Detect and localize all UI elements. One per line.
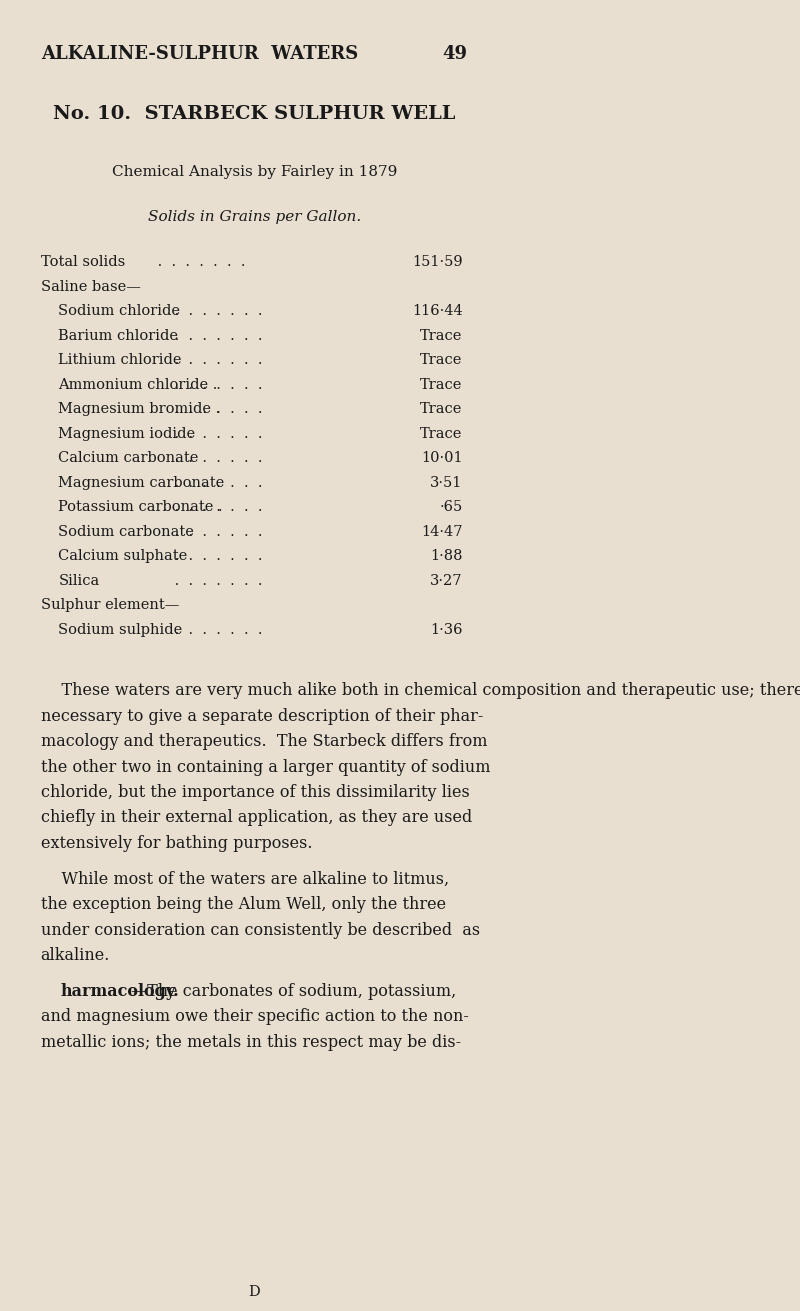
Text: Sodium chloride: Sodium chloride: [58, 304, 181, 319]
Text: 151·59: 151·59: [412, 256, 462, 269]
Text: 10·01: 10·01: [421, 451, 462, 465]
Text: ·65: ·65: [439, 499, 462, 514]
Text: Sodium carbonate: Sodium carbonate: [58, 524, 194, 539]
Text: Ammonium chloride .: Ammonium chloride .: [58, 378, 218, 392]
Text: Trace: Trace: [420, 329, 462, 342]
Text: 1·36: 1·36: [430, 623, 462, 637]
Text: 14·47: 14·47: [421, 524, 462, 539]
Text: .  .  .  .  .  .  .: . . . . . . .: [170, 402, 263, 416]
Text: ALKALINE-SULPHUR  WATERS: ALKALINE-SULPHUR WATERS: [41, 45, 358, 63]
Text: .  .  .  .  .  .  .: . . . . . . .: [170, 623, 263, 637]
Text: Trace: Trace: [420, 402, 462, 416]
Text: D: D: [248, 1285, 260, 1299]
Text: .  .  .  .  .  .  .: . . . . . . .: [170, 304, 263, 319]
Text: Magnesium carbonate: Magnesium carbonate: [58, 476, 225, 489]
Text: 1·88: 1·88: [430, 549, 462, 562]
Text: Lithium chloride: Lithium chloride: [58, 353, 182, 367]
Text: These waters are very much alike both in chemical composition and therapeutic us: These waters are very much alike both in…: [41, 682, 800, 699]
Text: Silica: Silica: [58, 573, 100, 587]
Text: chloride, but the importance of this dissimilarity lies: chloride, but the importance of this dis…: [41, 784, 470, 801]
Text: harmacology.: harmacology.: [61, 982, 180, 999]
Text: Trace: Trace: [420, 426, 462, 440]
Text: Magnesium iodide: Magnesium iodide: [58, 426, 195, 440]
Text: .  .  .  .  .  .  .: . . . . . . .: [170, 329, 263, 342]
Text: While most of the waters are alkaline to litmus,: While most of the waters are alkaline to…: [41, 871, 449, 888]
Text: necessary to give a separate description of their phar-: necessary to give a separate description…: [41, 708, 483, 725]
Text: and magnesium owe their specific action to the non-: and magnesium owe their specific action …: [41, 1008, 469, 1025]
Text: Trace: Trace: [420, 353, 462, 367]
Text: chiefly in their external application, as they are used: chiefly in their external application, a…: [41, 809, 472, 826]
Text: Sulphur element—: Sulphur element—: [41, 598, 179, 612]
Text: Saline base—: Saline base—: [41, 279, 141, 294]
Text: .  .  .  .  .  .  .: . . . . . . .: [170, 499, 263, 514]
Text: Calcium carbonate: Calcium carbonate: [58, 451, 199, 465]
Text: .  .  .  .  .  .  .: . . . . . . .: [170, 524, 263, 539]
Text: alkaline.: alkaline.: [41, 947, 110, 964]
Text: Barium chloride: Barium chloride: [58, 329, 178, 342]
Text: .  .  .  .  .  .  .: . . . . . . .: [170, 426, 263, 440]
Text: under consideration can consistently be described  as: under consideration can consistently be …: [41, 922, 480, 939]
Text: 116·44: 116·44: [412, 304, 462, 319]
Text: Solids in Grains per Gallon.: Solids in Grains per Gallon.: [147, 210, 361, 224]
Text: .  .  .  .  .  .  .: . . . . . . .: [153, 256, 245, 269]
Text: 3·51: 3·51: [430, 476, 462, 489]
Text: —The carbonates of sodium, potassium,: —The carbonates of sodium, potassium,: [131, 982, 457, 999]
Text: 49: 49: [442, 45, 468, 63]
Text: Trace: Trace: [420, 378, 462, 392]
Text: .  .  .  .  .  .  .: . . . . . . .: [170, 573, 263, 587]
Text: Magnesium bromide .: Magnesium bromide .: [58, 402, 221, 416]
Text: .  .  .  .  .  .  .: . . . . . . .: [170, 378, 263, 392]
Text: Calcium sulphate: Calcium sulphate: [58, 549, 188, 562]
Text: Total solids: Total solids: [41, 256, 125, 269]
Text: Sodium sulphide: Sodium sulphide: [58, 623, 182, 637]
Text: .  .  .  .  .  .  .: . . . . . . .: [170, 451, 263, 465]
Text: extensively for bathing purposes.: extensively for bathing purposes.: [41, 835, 312, 852]
Text: .  .  .  .  .  .  .: . . . . . . .: [170, 476, 263, 489]
Text: .  .  .  .  .  .  .: . . . . . . .: [170, 353, 263, 367]
Text: Chemical Analysis by Fairley in 1879: Chemical Analysis by Fairley in 1879: [111, 165, 397, 180]
Text: 3·27: 3·27: [430, 573, 462, 587]
Text: .  .  .  .  .  .  .: . . . . . . .: [170, 549, 263, 562]
Text: the other two in containing a larger quantity of sodium: the other two in containing a larger qua…: [41, 759, 490, 776]
Text: No. 10.  STARBECK SULPHUR WELL: No. 10. STARBECK SULPHUR WELL: [53, 105, 455, 123]
Text: macology and therapeutics.  The Starbeck differs from: macology and therapeutics. The Starbeck …: [41, 733, 487, 750]
Text: metallic ions; the metals in this respect may be dis-: metallic ions; the metals in this respec…: [41, 1033, 461, 1050]
Text: the exception being the Alum Well, only the three: the exception being the Alum Well, only …: [41, 895, 446, 912]
Text: Potassium carbonate .: Potassium carbonate .: [58, 499, 223, 514]
